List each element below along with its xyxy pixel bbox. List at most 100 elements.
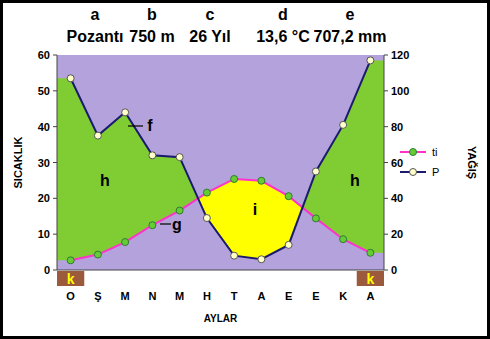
y2-tick [384,55,388,56]
annotation: f [147,117,153,134]
point [340,236,347,243]
plot-background [57,55,384,270]
y2-label: YAĞIŞ [466,146,478,179]
below-temp-area [57,179,384,270]
point [203,189,210,196]
point [340,121,347,128]
point [149,152,156,159]
header-letter: c [206,6,215,23]
header-letter: a [91,6,100,23]
y2-tick-label: 80 [391,121,403,133]
y2-tick-label: 20 [391,228,403,240]
y2-tick [384,162,388,163]
legend-label: P [432,166,439,178]
x-label: AYLAR [204,313,238,324]
legend-label: ti [432,146,438,158]
y2-tick [384,198,388,199]
y2-tick-label: 40 [391,192,403,204]
point [94,132,101,139]
y-tick [53,126,57,127]
y2-tick-label: 120 [391,49,409,61]
y-label: SICAKLIK [12,136,24,188]
y-tick [53,162,57,163]
legend-marker [410,169,417,176]
point [67,75,74,82]
y-tick-label: 30 [38,157,50,169]
point [94,251,101,258]
y-tick-label: 0 [44,264,50,276]
chart: aPozantıb750 mc26 Yıld13,6 °Ce707,2 mm01… [0,0,490,339]
arid-area [57,179,384,270]
y-tick-label: 60 [38,49,50,61]
header-text: 707,2 mm [314,28,387,45]
y-tick [53,90,57,91]
annotation: h [350,172,360,189]
y2-tick [384,126,388,127]
plot-area [57,55,384,270]
frost-label: k [67,271,75,287]
point [285,193,292,200]
x-tick-label: M [175,290,184,302]
point [176,154,183,161]
line-P [71,60,371,259]
header-text: 13,6 °C [256,28,310,45]
y-tick [53,55,57,56]
y2-tick-label: 60 [391,157,403,169]
point [122,109,129,116]
point [122,239,129,246]
frame [0,0,490,339]
point [67,257,74,264]
y2-tick-label: 100 [391,85,409,97]
point [176,207,183,214]
x-tick-label: H [203,290,211,302]
annotation-leader [160,223,171,224]
humid-area [57,60,384,270]
x-tick-label: T [231,290,238,302]
x-axis [57,270,384,271]
header-text: 26 Yıl [189,28,231,45]
x-tick-label: A [257,290,265,302]
canvas [3,3,487,336]
x-tick-label: N [148,290,156,302]
frost-bar [57,271,84,286]
line-ti [71,179,371,260]
point [312,215,319,222]
y-tick [53,234,57,235]
header-letter: b [147,6,157,23]
frost-bar [357,271,384,286]
point [285,241,292,248]
annotation: g [172,216,182,233]
header-letter: d [278,6,288,23]
point [231,175,238,182]
x-tick-label: A [366,290,374,302]
annotation: h [100,172,110,189]
y2-tick [384,270,388,271]
point [367,57,374,64]
y-tick-label: 40 [38,121,50,133]
y-tick-label: 10 [38,228,50,240]
y2-tick-label: 0 [391,264,397,276]
frost-label: k [366,271,374,287]
point [367,249,374,256]
header-text: 750 m [129,28,174,45]
x-tick-label: O [66,290,75,302]
annotation: i [253,201,257,218]
legend-marker [410,149,417,156]
x-tick-label: E [285,290,292,302]
y-tick-label: 50 [38,85,50,97]
point [231,252,238,259]
x-tick-label: K [339,290,347,302]
header-text: Pozantı [67,28,124,45]
y-tick-label: 20 [38,192,50,204]
x-tick-label: E [312,290,319,302]
x-tick-label: M [121,290,130,302]
point [312,168,319,175]
point [258,256,265,263]
annotation-leader [128,125,143,126]
y-tick [53,270,57,271]
y2-tick [384,234,388,235]
y2-tick [384,90,388,91]
y-tick [53,198,57,199]
point [149,222,156,229]
point [258,177,265,184]
